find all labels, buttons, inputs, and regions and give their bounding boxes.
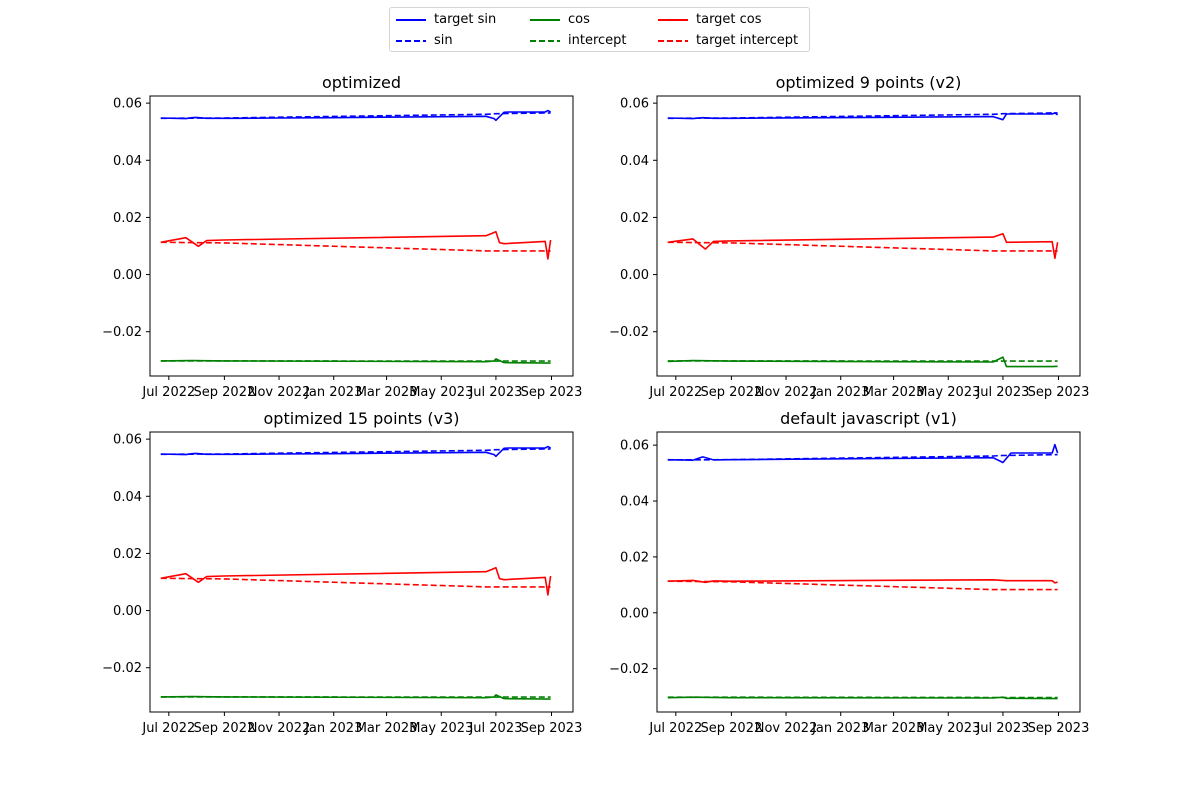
x-tick-label: Nov 2022 bbox=[755, 385, 818, 400]
series-line-target-sin bbox=[667, 443, 1059, 464]
legend-label-target-intercept: target intercept bbox=[696, 33, 799, 48]
legend-label-intercept: intercept bbox=[568, 33, 627, 48]
x-tick-label: Mar 2023 bbox=[356, 721, 418, 736]
legend-label-sin: sin bbox=[434, 33, 453, 48]
axes-frame bbox=[149, 431, 574, 713]
y-tick-label: −0.02 bbox=[102, 325, 142, 340]
x-tick-label: Sep 2023 bbox=[521, 385, 583, 400]
x-tick-label: Jul 2023 bbox=[468, 721, 522, 736]
y-tick-label: 0.06 bbox=[113, 433, 142, 448]
y-tick-label: 0.06 bbox=[620, 97, 649, 112]
y-tick-label: 0.02 bbox=[620, 211, 649, 226]
legend-swatch-target-intercept bbox=[658, 40, 688, 42]
x-tick-label: Sep 2022 bbox=[194, 385, 256, 400]
y-tick-label: 0.00 bbox=[113, 268, 142, 283]
x-tick-label: Mar 2023 bbox=[863, 385, 925, 400]
x-tick-label: Jan 2023 bbox=[304, 385, 362, 400]
y-tick-label: 0.04 bbox=[113, 490, 142, 505]
series-line-target-cos bbox=[160, 230, 552, 260]
axes-frame bbox=[149, 95, 574, 377]
x-tick-label: Nov 2022 bbox=[248, 721, 311, 736]
legend-swatch-cos bbox=[530, 19, 560, 21]
series-line-target-intercept bbox=[667, 241, 1058, 252]
series-line-sin bbox=[160, 448, 551, 456]
series-line-target-intercept bbox=[667, 580, 1058, 591]
y-tick-label: −0.02 bbox=[102, 661, 142, 676]
y-tick-label: 0.04 bbox=[620, 495, 649, 510]
y-tick-label: 0.02 bbox=[113, 547, 142, 562]
x-tick-label: Sep 2023 bbox=[1028, 385, 1090, 400]
legend-label-target-cos: target cos bbox=[696, 12, 762, 27]
x-tick-label: Sep 2022 bbox=[701, 385, 763, 400]
legend-swatch-sin bbox=[396, 40, 426, 42]
legend-label-target-sin: target sin bbox=[434, 12, 497, 27]
y-tick-label: 0.02 bbox=[620, 550, 649, 565]
subplot-title: optimized 9 points (v2) bbox=[776, 73, 962, 92]
series-line-sin bbox=[667, 453, 1058, 461]
y-tick-label: −0.02 bbox=[609, 325, 649, 340]
legend: target sin sin cos intercept target cos … bbox=[389, 7, 810, 52]
y-tick-label: −0.02 bbox=[609, 662, 649, 677]
y-tick-label: 0.02 bbox=[113, 211, 142, 226]
legend-swatch-target-cos bbox=[658, 19, 688, 21]
y-tick-label: 0.00 bbox=[113, 604, 142, 619]
series-line-cos bbox=[667, 356, 1058, 368]
x-tick-label: Mar 2023 bbox=[356, 385, 418, 400]
y-tick-label: 0.06 bbox=[620, 439, 649, 454]
y-tick-label: 0.04 bbox=[113, 154, 142, 169]
x-tick-label: Jul 2023 bbox=[975, 385, 1029, 400]
axes-frame bbox=[656, 431, 1081, 713]
x-tick-label: Sep 2023 bbox=[521, 721, 583, 736]
x-tick-label: Jan 2023 bbox=[304, 721, 362, 736]
x-tick-label: Jul 2023 bbox=[468, 385, 522, 400]
y-tick-label: 0.00 bbox=[620, 268, 649, 283]
x-tick-label: Sep 2023 bbox=[1028, 721, 1090, 736]
legend-swatch-target-sin bbox=[396, 19, 426, 21]
y-tick-label: 0.04 bbox=[620, 154, 649, 169]
x-tick-label: Jul 2022 bbox=[141, 721, 195, 736]
x-tick-label: Jul 2023 bbox=[975, 721, 1029, 736]
y-tick-label: 0.00 bbox=[620, 606, 649, 621]
x-tick-label: May 2023 bbox=[916, 721, 980, 736]
x-tick-label: May 2023 bbox=[916, 385, 980, 400]
x-tick-label: Nov 2022 bbox=[755, 721, 818, 736]
y-tick-label: 0.06 bbox=[113, 97, 142, 112]
axes-frame bbox=[656, 95, 1081, 377]
series-line-target-intercept bbox=[160, 577, 551, 588]
x-tick-label: Jan 2023 bbox=[811, 721, 869, 736]
series-line-target-cos bbox=[667, 232, 1059, 260]
x-tick-label: Nov 2022 bbox=[248, 385, 311, 400]
x-tick-label: May 2023 bbox=[409, 721, 473, 736]
x-tick-label: Sep 2022 bbox=[194, 721, 256, 736]
series-line-sin bbox=[160, 112, 551, 120]
legend-swatch-intercept bbox=[530, 40, 560, 42]
series-line-target-intercept bbox=[160, 241, 551, 252]
series-line-sin bbox=[667, 112, 1058, 120]
x-tick-label: Sep 2022 bbox=[701, 721, 763, 736]
x-tick-label: Jul 2022 bbox=[648, 385, 702, 400]
series-line-target-cos bbox=[667, 578, 1058, 584]
subplot-title: default javascript (v1) bbox=[780, 409, 957, 428]
legend-label-cos: cos bbox=[568, 12, 590, 27]
x-tick-label: Mar 2023 bbox=[863, 721, 925, 736]
x-tick-label: Jan 2023 bbox=[811, 385, 869, 400]
subplot-title: optimized bbox=[322, 73, 401, 92]
x-tick-label: Jul 2022 bbox=[648, 721, 702, 736]
x-tick-label: May 2023 bbox=[409, 385, 473, 400]
series-line-target-cos bbox=[160, 566, 552, 596]
subplot-title: optimized 15 points (v3) bbox=[264, 409, 460, 428]
x-tick-label: Jul 2022 bbox=[141, 385, 195, 400]
